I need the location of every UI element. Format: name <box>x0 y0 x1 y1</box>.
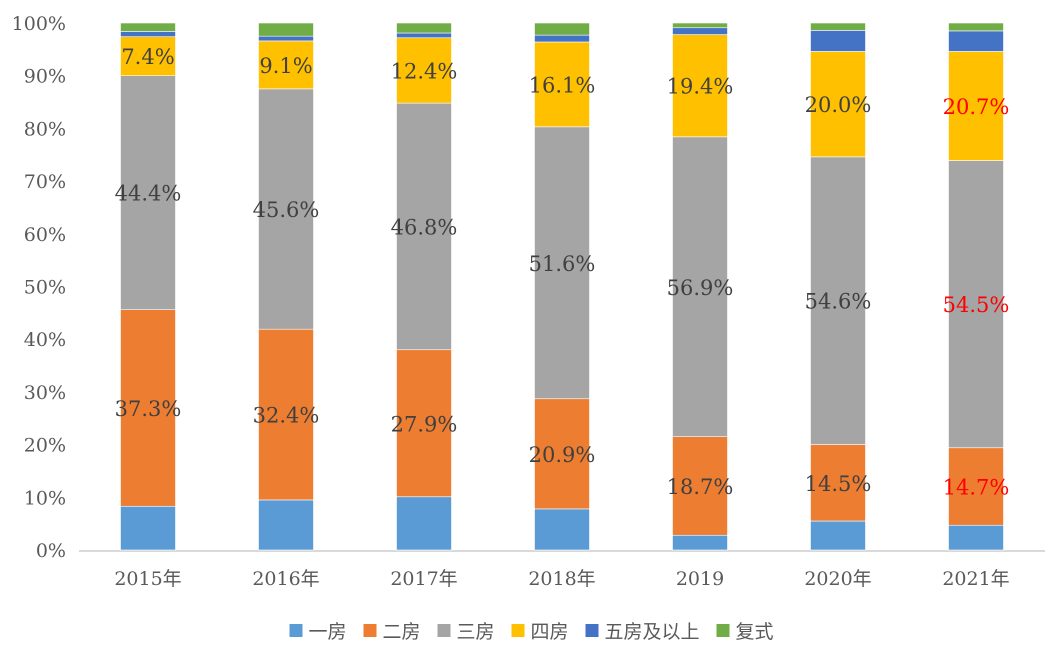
bar-segment <box>258 88 314 330</box>
x-tick-label: 2015年 <box>114 568 181 590</box>
data-label: 7.4% <box>121 45 174 69</box>
y-tick-label: 30% <box>24 382 66 404</box>
bar-segment <box>948 22 1004 32</box>
bar-segment <box>396 349 452 498</box>
bar-segment <box>810 22 866 31</box>
y-tick-label: 60% <box>24 224 66 246</box>
x-tick-label: 2021年 <box>942 568 1009 590</box>
legend-label: 三房 <box>457 621 495 643</box>
y-tick-label: 90% <box>24 66 66 88</box>
data-label: 9.1% <box>259 54 312 78</box>
data-label: 20.0% <box>805 93 872 117</box>
legend-label: 五房及以上 <box>605 621 700 643</box>
bar-segment <box>948 524 1004 551</box>
bar-segment <box>258 328 314 501</box>
bar-segment <box>672 34 728 138</box>
y-tick-label: 50% <box>24 277 66 299</box>
bar-segment <box>120 75 176 310</box>
x-tick-label: 2018年 <box>528 568 595 590</box>
bar-segment <box>396 102 452 351</box>
y-tick-label: 10% <box>24 487 66 509</box>
legend-label: 四房 <box>531 621 569 643</box>
bar-segment <box>810 444 866 522</box>
bar-segment <box>258 22 314 37</box>
data-label: 51.6% <box>529 252 596 276</box>
y-tick-label: 0% <box>36 540 66 562</box>
bar-segment <box>672 436 728 536</box>
x-tick-label: 2016年 <box>252 568 319 590</box>
bar-segment <box>120 505 176 551</box>
y-tick-label: 80% <box>24 118 66 140</box>
bar-segment <box>810 156 866 445</box>
bar-segment <box>258 499 314 551</box>
bar-segment <box>534 41 590 128</box>
data-label: 14.5% <box>805 472 872 496</box>
data-label: 56.9% <box>667 276 734 300</box>
bar-segment <box>396 32 452 39</box>
bar-segment <box>948 30 1004 52</box>
data-label: 20.7% <box>943 95 1010 119</box>
bar-segment <box>948 447 1004 526</box>
bar-segment <box>810 520 866 551</box>
bar-segment <box>534 398 590 510</box>
bar-segment <box>534 34 590 43</box>
legend-swatch <box>363 624 377 637</box>
data-label: 14.7% <box>943 475 1010 499</box>
x-tick-label: 2017年 <box>390 568 457 590</box>
bar-segment <box>672 27 728 35</box>
data-label: 37.3% <box>115 397 182 421</box>
bar-segment <box>672 534 728 551</box>
bar-segment <box>672 22 728 29</box>
bar-segment <box>948 160 1004 449</box>
bar-segment <box>258 40 314 90</box>
x-tick-label: 2020年 <box>804 568 871 590</box>
bar-segment <box>948 51 1004 161</box>
bar-segment <box>534 22 590 36</box>
bar-segment <box>534 126 590 400</box>
y-tick-label: 20% <box>24 435 66 457</box>
bar-segment <box>810 30 866 52</box>
bar-segment <box>810 51 866 158</box>
data-label: 45.6% <box>253 198 320 222</box>
legend-label: 复式 <box>736 621 774 643</box>
data-label: 54.6% <box>805 290 872 314</box>
data-label: 54.5% <box>943 293 1010 317</box>
legend-swatch <box>437 624 451 637</box>
data-label: 18.7% <box>667 475 734 499</box>
data-label: 19.4% <box>667 75 734 99</box>
data-label: 20.9% <box>529 443 596 467</box>
y-tick-label: 40% <box>24 329 66 351</box>
bar-segment <box>396 37 452 104</box>
data-label: 46.8% <box>391 215 458 239</box>
y-tick-label: 100% <box>12 13 66 35</box>
bar-segment <box>672 136 728 437</box>
bar-segment <box>396 22 452 34</box>
data-label: 32.4% <box>253 404 320 428</box>
bar-segment <box>120 22 176 32</box>
data-label: 27.9% <box>391 412 458 436</box>
bar-segment <box>258 35 314 42</box>
legend-swatch <box>716 624 730 637</box>
data-label: 16.1% <box>529 73 596 97</box>
legend-label: 一房 <box>309 621 347 643</box>
legend-swatch <box>585 624 599 637</box>
bar-segment <box>120 31 176 38</box>
x-tick-label: 2019 <box>676 568 724 590</box>
legend-label: 二房 <box>383 621 421 643</box>
data-label: 44.4% <box>115 182 182 206</box>
legend-swatch <box>511 624 525 637</box>
data-label: 12.4% <box>391 59 458 83</box>
bar-segment <box>396 496 452 551</box>
bar-segment <box>534 508 590 551</box>
legend-swatch <box>289 624 303 637</box>
bar-segment <box>120 309 176 507</box>
y-tick-label: 70% <box>24 171 66 193</box>
